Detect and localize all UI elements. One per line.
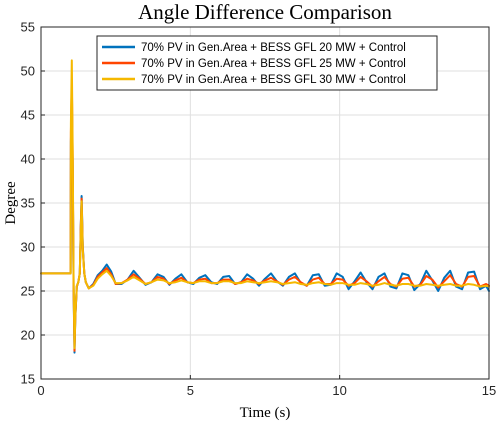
y-tick-label: 25 [21, 284, 35, 299]
x-axis-label: Time (s) [240, 405, 291, 421]
ticks: 0 5 10 15 15 20 25 30 35 40 45 50 55 [21, 20, 497, 399]
legend-label: 70% PV in Gen.Area + BESS GFL 25 MW + Co… [141, 58, 406, 70]
x-tick-label: 5 [187, 383, 194, 398]
y-tick-label: 45 [21, 108, 35, 123]
y-tick-label: 50 [21, 64, 35, 79]
legend-label: 70% PV in Gen.Area + BESS GFL 20 MW + Co… [141, 42, 406, 54]
series-line-3 [40, 59, 490, 350]
y-tick-label: 55 [21, 20, 35, 35]
legend-item: 70% PV in Gen.Area + BESS GFL 30 MW + Co… [102, 74, 406, 86]
x-tick-label: 15 [482, 383, 496, 398]
x-tick-label: 0 [37, 383, 44, 398]
x-tick-label: 10 [332, 383, 346, 398]
legend-box [96, 35, 438, 91]
y-tick-label: 20 [21, 328, 35, 343]
y-tick-label: 40 [21, 152, 35, 167]
y-tick-label: 30 [21, 240, 35, 255]
legend-item: 70% PV in Gen.Area + BESS GFL 25 MW + Co… [102, 58, 406, 70]
legend-item: 70% PV in Gen.Area + BESS GFL 20 MW + Co… [102, 42, 406, 54]
y-tick-label: 15 [21, 372, 35, 387]
legend-label: 70% PV in Gen.Area + BESS GFL 30 MW + Co… [141, 74, 406, 86]
series-layer [40, 59, 490, 354]
y-axis-label: Degree [3, 181, 19, 225]
chart-title: Angle Difference Comparison [138, 0, 392, 24]
y-tick-label: 35 [21, 196, 35, 211]
legend: 70% PV in Gen.Area + BESS GFL 20 MW + Co… [96, 35, 438, 91]
